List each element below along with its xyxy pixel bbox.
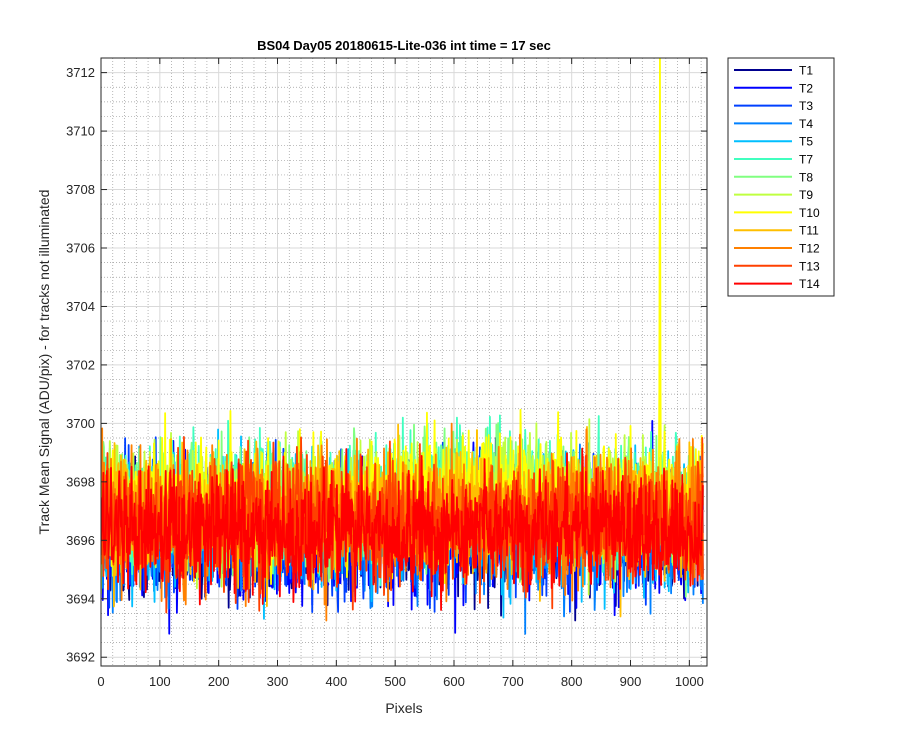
chart-title: BS04 Day05 20180615-Lite-036 int time = … (257, 38, 551, 53)
x-tick-label: 500 (384, 674, 406, 689)
y-axis-ticks: 3692 3694 3696 3698 3700 3702 3704 3706 3708 3710… (66, 65, 707, 665)
legend: T1 T2 T3 T4 T5 T7 T8 T9 T10 T11 T12 T13 T14 (727, 57, 835, 297)
y-tick-label: 3710 (66, 124, 95, 139)
y-tick-label: 3704 (66, 299, 95, 314)
x-axis-label: Pixels (385, 700, 422, 716)
legend-label-t14: T14 (799, 277, 820, 291)
x-tick-label: 0 (97, 674, 104, 689)
plot-frame (100, 57, 708, 667)
legend-label-t3: T3 (799, 99, 813, 113)
legend-label-t13: T13 (799, 259, 820, 273)
series-layer (101, 58, 704, 635)
x-tick-label: 300 (267, 674, 289, 689)
x-tick-label: 200 (208, 674, 230, 689)
y-tick-label: 3698 (66, 474, 95, 489)
legend-label-t4: T4 (799, 117, 813, 131)
legend-label-t9: T9 (799, 188, 813, 202)
x-axis-ticks: 0 100 200 300 400 500 600 700 800 900 1000 (97, 58, 704, 689)
legend-label-t2: T2 (799, 81, 813, 95)
y-tick-label: 3692 (66, 650, 95, 665)
y-tick-label: 3706 (66, 241, 95, 256)
x-tick-label: 1000 (675, 674, 704, 689)
x-tick-label: 400 (325, 674, 347, 689)
legend-label-t8: T8 (799, 170, 813, 184)
y-tick-label: 3702 (66, 357, 95, 372)
legend-items: T1 T2 T3 T4 T5 T7 T8 T9 T10 T11 T12 T13 T14 (734, 64, 820, 291)
x-tick-label: 900 (620, 674, 642, 689)
y-tick-label: 3696 (66, 533, 95, 548)
legend-label-t7: T7 (799, 153, 813, 167)
x-tick-label: 100 (149, 674, 171, 689)
x-tick-label: 700 (502, 674, 524, 689)
legend-label-t5: T5 (799, 135, 813, 149)
series-line-t14 (101, 447, 704, 611)
y-tick-label: 3694 (66, 591, 95, 606)
plot-axes: 0 100 200 300 400 500 600 700 800 900 1000 3692369… (66, 57, 708, 689)
legend-label-t10: T10 (799, 206, 820, 220)
legend-label-t1: T1 (799, 64, 813, 78)
legend-label-t11: T11 (799, 224, 819, 238)
y-tick-label: 3708 (66, 182, 95, 197)
legend-label-t12: T12 (799, 242, 820, 256)
y-axis-label: Track Mean Signal (ADU/pix) - for tracks… (36, 190, 52, 535)
x-tick-label: 600 (443, 674, 465, 689)
y-tick-label: 3712 (66, 65, 95, 80)
y-tick-label: 3700 (66, 416, 95, 431)
x-tick-label: 800 (561, 674, 583, 689)
